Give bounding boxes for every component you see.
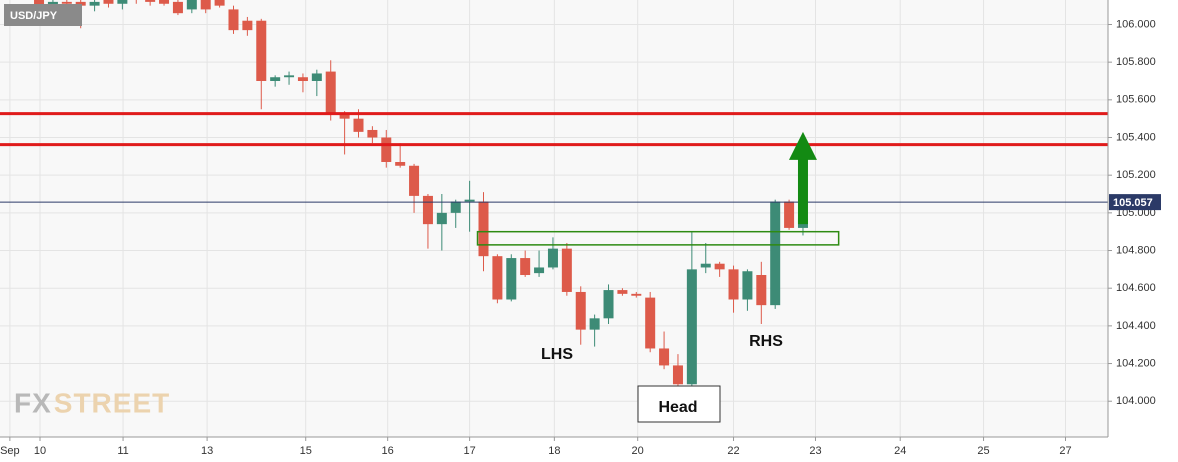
candle-body — [686, 269, 697, 385]
candle-body — [395, 161, 406, 166]
last-price-label: 105.057 — [1113, 197, 1153, 209]
candle-body — [242, 20, 253, 31]
y-tick-label: 106.000 — [1116, 18, 1156, 30]
y-tick-label: 105.200 — [1116, 169, 1156, 181]
candle-body — [89, 1, 100, 6]
candle-body — [700, 263, 711, 268]
candle-body — [200, 0, 211, 10]
annotation: RHS — [749, 333, 783, 350]
candle-body — [714, 263, 725, 270]
candle-body — [381, 137, 392, 162]
candle-body — [297, 77, 308, 81]
x-tick-label: 25 — [977, 445, 989, 457]
y-tick-label: 104.400 — [1116, 320, 1156, 332]
candle-body — [436, 212, 447, 225]
candle-body — [409, 165, 420, 196]
candle-body — [228, 9, 239, 31]
y-tick-label: 104.000 — [1116, 395, 1156, 407]
candle-body — [506, 258, 517, 300]
candle-body — [728, 269, 739, 300]
candle-body — [145, 0, 156, 2]
candle-body — [603, 290, 614, 319]
candle-body — [61, 1, 72, 4]
candle-body — [672, 365, 683, 385]
candle-body — [284, 75, 295, 78]
x-tick-label: 13 — [201, 445, 213, 457]
y-tick-label: 105.600 — [1116, 94, 1156, 106]
candle-body — [659, 348, 670, 366]
candle-body — [534, 267, 545, 274]
candle-body — [464, 199, 475, 202]
candle-body — [478, 201, 489, 257]
candle-body — [645, 297, 656, 349]
arrow-shaft — [797, 157, 808, 225]
x-tick-label: 15 — [300, 445, 312, 457]
candle-body — [575, 291, 586, 330]
candle-body — [75, 1, 86, 6]
candle-body — [450, 201, 461, 213]
plot: FX STREET LHS Head RHS — [0, 0, 1108, 423]
last-price-box — [1109, 194, 1161, 211]
x-tick-label: 27 — [1059, 445, 1071, 457]
y-tick-label: 105.800 — [1116, 56, 1156, 68]
candle-body — [311, 73, 322, 81]
annotation: Head — [658, 399, 697, 416]
x-tick-label: 23 — [809, 445, 821, 457]
candle-body — [756, 275, 767, 306]
x-tick-label: 18 — [548, 445, 560, 457]
arrow-head — [788, 131, 817, 160]
candle-body — [547, 248, 558, 268]
candle-body — [172, 1, 183, 14]
candle-body — [256, 20, 267, 81]
candle-body — [617, 290, 628, 294]
candle-body — [561, 248, 572, 292]
candle-body — [492, 256, 503, 300]
candle-body — [770, 201, 781, 306]
candle-body — [631, 293, 642, 296]
x-tick-label: 22 — [727, 445, 739, 457]
candle-body — [325, 71, 336, 115]
candle-body — [270, 77, 281, 81]
candle-body — [339, 114, 350, 119]
x-tick-label: Sep — [0, 445, 20, 457]
x-tick-label: 24 — [894, 445, 906, 457]
symbol: USD/JPY — [10, 10, 58, 22]
symbol-box — [4, 4, 82, 26]
x-tick-label: 10 — [34, 445, 46, 457]
candle-body — [47, 1, 58, 6]
candle-body — [214, 0, 225, 6]
y-tick-label: 104.200 — [1116, 357, 1156, 369]
y-tick-label: 104.800 — [1116, 244, 1156, 256]
candle-body — [589, 318, 600, 330]
candle-body — [784, 201, 795, 228]
candle-body — [520, 258, 531, 276]
candle-body — [367, 129, 378, 138]
x-tick-label: 11 — [117, 445, 128, 457]
candle-body — [353, 118, 364, 132]
candle-body — [742, 271, 753, 300]
candle-body — [186, 0, 197, 10]
grid — [0, 0, 1108, 437]
watermark: STREET — [54, 387, 170, 418]
candle-body — [34, 0, 45, 6]
y-tick-label: 104.600 — [1116, 282, 1156, 294]
x-tick-label: 17 — [463, 445, 475, 457]
x-tick-label: 16 — [382, 445, 394, 457]
x-tick-label: 20 — [632, 445, 644, 457]
watermark: FX — [14, 387, 52, 418]
candle-body — [117, 0, 128, 4]
y-tick-label: 105.400 — [1116, 131, 1156, 143]
annotation: LHS — [541, 346, 573, 363]
neckline-zone — [476, 230, 840, 246]
annotation-box — [637, 385, 721, 423]
candle-body — [422, 195, 433, 225]
overlay: 104.000 104.200 104.400 104.600 104.800 105.0… — [0, 0, 1161, 457]
candle-body — [159, 0, 170, 4]
candle-body — [103, 0, 114, 4]
